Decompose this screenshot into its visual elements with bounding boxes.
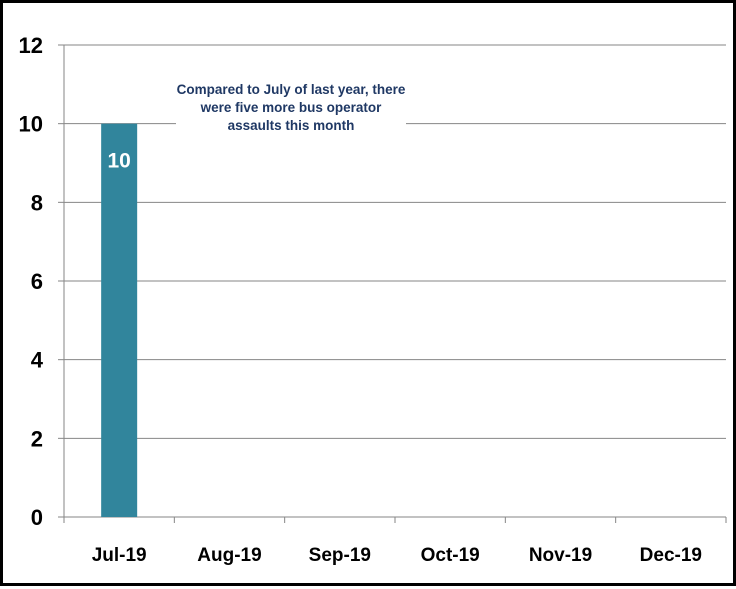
y-tick-label: 8 bbox=[31, 190, 43, 215]
x-tick-label: Sep-19 bbox=[309, 545, 371, 566]
y-tick-label: 0 bbox=[31, 505, 43, 530]
data-label: 10 bbox=[107, 150, 130, 173]
x-tick-label: Oct-19 bbox=[421, 545, 480, 566]
bar-jul-19 bbox=[101, 123, 138, 518]
y-tick-label: 2 bbox=[31, 426, 43, 451]
x-tick-label: Aug-19 bbox=[197, 545, 261, 566]
y-tick-label: 12 bbox=[19, 33, 43, 58]
chart-annotation: Compared to July of last year, there wer… bbox=[176, 79, 406, 139]
x-tick-label: Nov-19 bbox=[529, 545, 592, 566]
y-tick-label: 6 bbox=[31, 269, 43, 294]
y-tick-label: 4 bbox=[31, 348, 44, 373]
bar-chart: 0 2 4 6 8 10 12 10 Jul-19 Aug-19 Sep-19 Oct-19 Nov-1… bbox=[19, 33, 727, 566]
x-tick-label: Dec-19 bbox=[640, 545, 702, 566]
y-tick-label: 10 bbox=[19, 112, 43, 137]
x-tick-label: Jul-19 bbox=[92, 545, 147, 566]
